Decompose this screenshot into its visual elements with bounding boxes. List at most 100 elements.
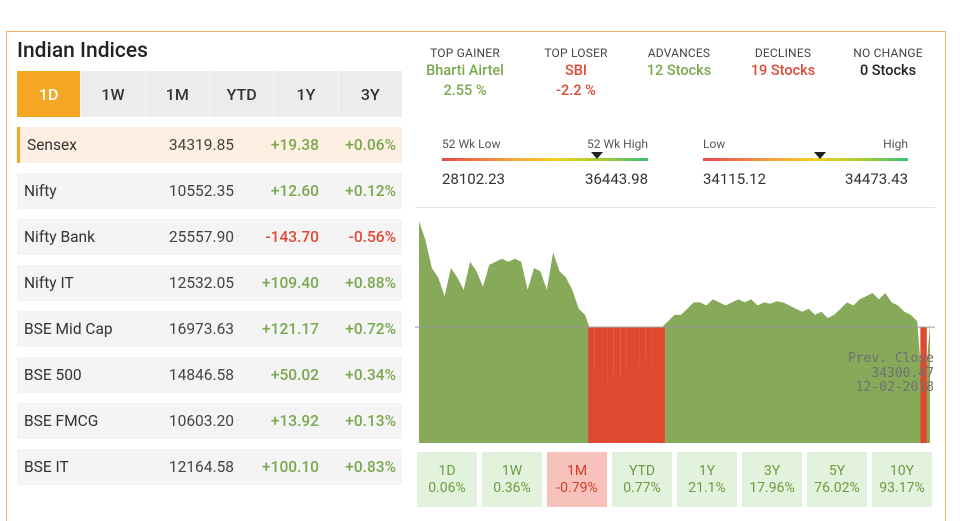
index-name: BSE FMCG — [24, 412, 99, 430]
period-value: -0.79% — [556, 480, 598, 496]
index-change: +12.60 — [270, 182, 319, 200]
index-change-percent: +0.88% — [345, 274, 396, 292]
index-name: Nifty IT — [24, 274, 74, 292]
index-name: Nifty Bank — [24, 228, 95, 246]
period-value: 0.36% — [493, 480, 531, 496]
day-range-bar — [703, 158, 908, 161]
index-row[interactable]: BSE IT 12164.58 +100.10 +0.83% — [17, 449, 402, 485]
indices-list: Sensex 34319.85 +19.38 +0.06% Nifty 10552.35 +… — [17, 127, 402, 495]
index-change-percent: +0.06% — [345, 136, 396, 154]
period-return-3y[interactable]: 3Y 17.96% — [742, 452, 802, 507]
no-change-label: NO CHANGE — [853, 46, 923, 60]
index-row[interactable]: Nifty 10552.35 +12.60 +0.12% — [17, 173, 402, 209]
widget-frame — [6, 31, 946, 521]
index-row[interactable]: BSE FMCG 10603.20 +13.92 +0.13% — [17, 403, 402, 439]
top-gainer-value: 2.55 % — [443, 82, 487, 99]
index-change: -143.70 — [265, 228, 319, 246]
tab-1d[interactable]: 1D — [17, 71, 82, 117]
chart-below-close-segment — [613, 327, 621, 443]
top-loser-value: -2.2 % — [556, 82, 596, 99]
tab-1y[interactable]: 1Y — [274, 71, 339, 117]
index-name: BSE IT — [24, 458, 69, 476]
prev-close-date: 12-02-2018 — [855, 380, 934, 395]
index-name: BSE Mid Cap — [24, 320, 113, 338]
index-change-percent: -0.56% — [348, 228, 396, 246]
period-label: 1D — [438, 463, 456, 479]
period-return-5y[interactable]: 5Y 76.02% — [807, 452, 867, 507]
divider — [415, 207, 935, 208]
index-row[interactable]: BSE 500 14846.58 +50.02 +0.34% — [17, 357, 402, 393]
declines-value[interactable]: 19 Stocks — [750, 62, 816, 79]
day-high-label: High — [883, 137, 908, 151]
tab-ytd[interactable]: YTD — [210, 71, 275, 117]
tab-1m[interactable]: 1M — [146, 71, 210, 117]
intraday-chart[interactable] — [415, 215, 935, 445]
index-change: +109.40 — [262, 274, 319, 292]
chart-below-close-segment — [620, 327, 627, 443]
top-loser-name[interactable]: SBI — [564, 62, 588, 79]
declines: DECLINES 19 Stocks — [743, 46, 823, 79]
no-change-value[interactable]: 0 Stocks — [859, 62, 917, 79]
week52-high-label: 52 Wk High — [587, 137, 648, 151]
tab-3y[interactable]: 3Y — [360, 84, 380, 104]
index-value: 16973.63 — [168, 320, 234, 338]
prev-close-label: Prev. Close — [847, 351, 934, 366]
week52-low-value: 28102.23 — [442, 170, 505, 188]
week52-high-value: 36443.98 — [585, 170, 648, 188]
chart-below-close-segment — [588, 327, 595, 443]
chart-area-series — [419, 221, 930, 443]
prev-close-value: 34300.47 — [871, 365, 934, 381]
day-low-label: Low — [703, 137, 726, 151]
index-value: 10552.35 — [168, 182, 234, 200]
period-value: 0.06% — [428, 480, 466, 496]
period-label: 1Y — [698, 463, 716, 479]
period-label: 1W — [501, 463, 523, 479]
period-value: 17.96% — [749, 480, 795, 496]
index-change: +13.92 — [270, 412, 319, 430]
top-gainer-name[interactable]: Bharti Airtel — [426, 62, 504, 79]
top-loser-label: TOP LOSER — [544, 46, 608, 60]
period-label: YTD — [628, 463, 656, 479]
index-value: 12532.05 — [168, 274, 234, 292]
index-row[interactable]: Nifty Bank 25557.90 -143.70 -0.56% — [17, 219, 402, 255]
index-row[interactable]: Sensex 34319.85 +19.38 +0.06% — [17, 127, 402, 163]
period-return-1w[interactable]: 1W 0.36% — [482, 452, 542, 507]
period-return-1d[interactable]: 1D 0.06% — [417, 452, 477, 507]
day-low-value: 34115.12 — [703, 170, 766, 188]
week52-marker-icon — [590, 152, 603, 159]
period-return-ytd[interactable]: YTD 0.77% — [612, 452, 672, 507]
period-return-10y[interactable]: 10Y 93.17% — [872, 452, 932, 507]
week52-range-bar — [442, 158, 648, 161]
index-value: 25557.90 — [168, 228, 234, 246]
index-name: Nifty — [24, 182, 57, 200]
index-change-percent: +0.12% — [345, 182, 396, 200]
top-loser: TOP LOSER SBI -2.2 % — [537, 46, 615, 99]
advances-value[interactable]: 12 Stocks — [646, 62, 712, 79]
chart-below-close-segment — [607, 327, 614, 443]
chart-below-close-segment — [652, 327, 659, 443]
index-change: +121.17 — [262, 320, 319, 338]
period-returns: 1D 0.06% 1W 0.36% 1M -0.79% YTD 0.77% 1Y 21.1% 3Y 1… — [417, 452, 932, 507]
index-change: +50.02 — [270, 366, 319, 384]
chart-below-close-segment — [639, 327, 646, 443]
index-row[interactable]: BSE Mid Cap 16973.63 +121.17 +0.72% — [17, 311, 402, 347]
period-label: 3Y — [763, 463, 781, 479]
declines-label: DECLINES — [754, 46, 812, 60]
index-value: 12164.58 — [168, 458, 234, 476]
index-value: 14846.58 — [168, 366, 234, 384]
top-gainer-label: TOP GAINER — [430, 46, 500, 60]
index-value: 34319.85 — [168, 136, 234, 154]
period-return-1m[interactable]: 1M -0.79% — [547, 452, 607, 507]
index-name: BSE 500 — [24, 366, 82, 384]
day-marker-icon — [813, 152, 826, 159]
chart-below-close-segment — [645, 327, 653, 443]
prev-close: Prev. Close 34300.47 12-02-2018 — [847, 351, 934, 396]
advances: ADVANCES 12 Stocks — [638, 46, 720, 79]
index-change-percent: +0.13% — [345, 412, 396, 430]
no-change: NO CHANGE 0 Stocks — [846, 46, 930, 79]
advances-label: ADVANCES — [647, 46, 711, 60]
period-return-1y[interactable]: 1Y 21.1% — [677, 452, 737, 507]
tab-1w[interactable]: 1W — [81, 71, 146, 117]
chart-below-close-segment — [658, 327, 665, 443]
index-row[interactable]: Nifty IT 12532.05 +109.40 +0.88% — [17, 265, 402, 301]
